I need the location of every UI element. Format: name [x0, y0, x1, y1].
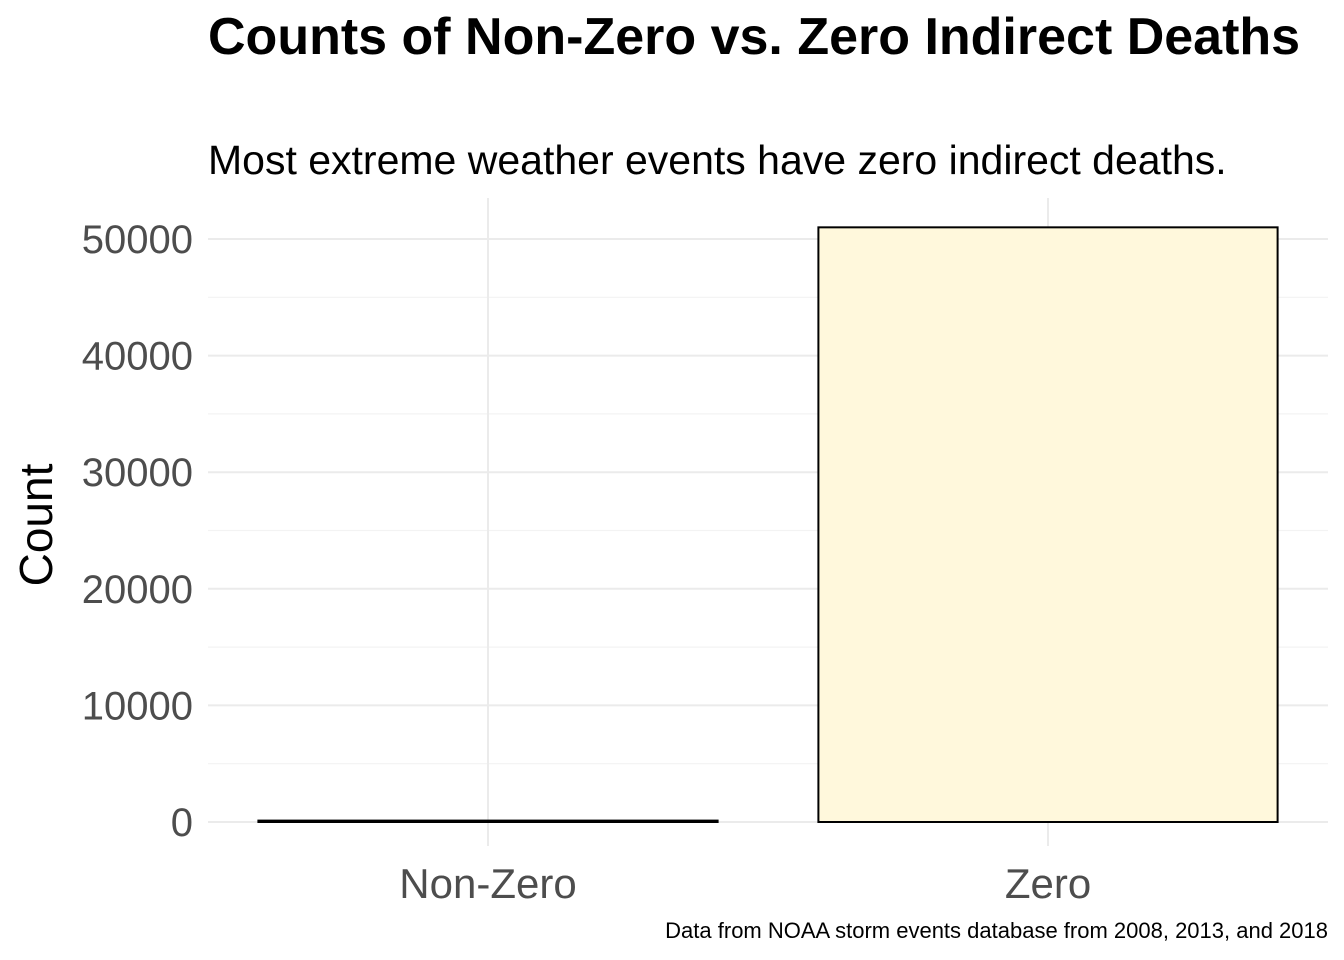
- y-tick-label: 10000: [82, 684, 193, 728]
- y-axis-ticks: 0 10000 20000 30000 40000 50000: [82, 218, 193, 845]
- y-tick-label: 40000: [82, 335, 193, 379]
- y-tick-label: 50000: [82, 218, 193, 262]
- bar-non-zero: [257, 819, 719, 824]
- bars: [257, 226, 1279, 824]
- x-axis-ticks: Non-Zero Zero: [399, 860, 1091, 907]
- chart-title: Counts of Non-Zero vs. Zero Indirect Dea…: [208, 8, 1301, 66]
- y-tick-label: 30000: [82, 451, 193, 495]
- bar-zero: [817, 226, 1279, 823]
- chart-subtitle: Most extreme weather events have zero in…: [208, 137, 1227, 183]
- chart-caption: Data from NOAA storm events database fro…: [665, 918, 1328, 943]
- x-tick-label: Non-Zero: [399, 860, 576, 907]
- x-tick-label: Zero: [1005, 860, 1091, 907]
- y-tick-label: 20000: [82, 568, 193, 612]
- y-tick-label: 0: [171, 801, 193, 845]
